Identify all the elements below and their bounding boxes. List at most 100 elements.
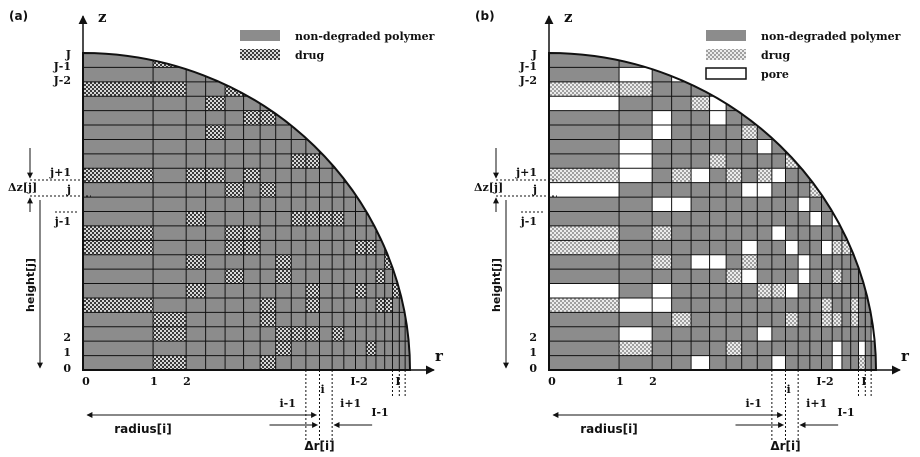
drug-cell [275, 326, 292, 342]
pore-cell [785, 283, 799, 298]
i-label: i [320, 383, 324, 396]
drug-cell [243, 168, 261, 183]
drug-cell [83, 168, 154, 183]
drug-cell [291, 211, 306, 226]
drug-cell [619, 341, 653, 356]
drug-cell [392, 283, 400, 298]
i-minus-label: i-1 [745, 397, 761, 410]
row-label: 2 [529, 331, 537, 344]
row-label: 0 [63, 362, 71, 375]
drug-cell [260, 355, 276, 370]
pore-cell [652, 297, 672, 313]
drug-cell [821, 182, 833, 198]
panel-label: (a) [9, 9, 28, 23]
z-axis-label: z [98, 8, 107, 26]
panel-label: (b) [475, 9, 495, 23]
drug-cell [850, 297, 859, 313]
drug-cell [260, 312, 276, 327]
row-label: 1 [63, 346, 71, 359]
i-label: i [786, 383, 790, 396]
pore-cell [549, 283, 620, 298]
pore-cell [798, 197, 810, 212]
row-label: 1 [529, 346, 537, 359]
drug-cell [275, 269, 292, 284]
col-label: 1 [616, 375, 624, 388]
drug-cell [549, 225, 620, 241]
row-label: j+1 [49, 166, 71, 179]
drug-cell [726, 341, 742, 356]
drug-cell [83, 81, 154, 97]
drug-cell [260, 297, 276, 313]
cell-grid [83, 53, 410, 370]
col-label: 1 [150, 375, 158, 388]
row-label: j-1 [54, 215, 71, 228]
drug-cell [652, 225, 672, 241]
drug-cell [225, 240, 244, 255]
dr-label: Δr[i] [770, 439, 800, 453]
col-label: 0 [82, 375, 90, 388]
dr-label: Δr[i] [304, 439, 334, 453]
drug-cell [205, 96, 226, 111]
col-label: I-1 [837, 406, 854, 419]
col-label: I [861, 375, 866, 388]
pore-cell [821, 240, 833, 255]
pore-cell [757, 182, 772, 198]
drug-cell [205, 168, 226, 183]
row-label: J-1 [53, 60, 71, 73]
drug-cell [671, 168, 692, 183]
pore-cell [809, 211, 822, 226]
drug-cell [275, 341, 292, 356]
pore-cell [691, 254, 710, 270]
pore-cell [741, 269, 758, 284]
drug-cell [549, 297, 620, 313]
legend-label-drug: drug [295, 49, 324, 62]
drug-cell [726, 269, 742, 284]
drug-cell [549, 240, 620, 255]
row-label: j [532, 183, 537, 196]
drug-cell [332, 211, 344, 226]
col-label: I [395, 375, 400, 388]
drug-cell [205, 125, 226, 140]
pore-cell [549, 182, 620, 198]
drug-cell [785, 312, 799, 327]
pore-cell [619, 326, 653, 342]
legend-swatch-polymer [240, 30, 280, 41]
pore-cell [832, 355, 842, 370]
drug-cell [549, 81, 620, 97]
drug-cell [275, 254, 292, 270]
pore-cell [619, 297, 653, 313]
cell-grid [549, 53, 876, 370]
legend-swatch-drug [240, 49, 280, 60]
pore-cell [652, 110, 672, 126]
drug-cell [260, 182, 276, 198]
drug-cell [691, 96, 710, 111]
drug-cell [305, 125, 320, 140]
drug-cell [291, 326, 306, 342]
i-plus-label: i+1 [806, 397, 827, 410]
col-label: I-1 [371, 406, 388, 419]
drug-cell [741, 125, 758, 140]
row-label: J-2 [53, 74, 71, 87]
i-minus-label: i-1 [279, 397, 295, 410]
drug-cell [832, 240, 842, 255]
drug-cell [83, 225, 154, 241]
legend-label-pore: pore [761, 68, 789, 81]
legend-swatch-drug [706, 49, 746, 60]
pore-cell [691, 168, 710, 183]
pore-cell [798, 254, 810, 270]
drug-cell [619, 81, 653, 97]
dz-label: Δz[j] [474, 181, 503, 194]
pore-cell [652, 125, 672, 140]
pore-cell [771, 355, 786, 370]
drug-cell [355, 283, 367, 298]
pore-cell [619, 139, 653, 154]
pore-cell [619, 168, 653, 183]
drug-cell [821, 297, 833, 313]
col-label: I-2 [816, 375, 833, 388]
drug-cell [726, 168, 742, 183]
drug-cell [305, 326, 320, 342]
drug-cell [305, 211, 320, 226]
pore-cell [671, 197, 692, 212]
row-label: J [65, 48, 71, 61]
